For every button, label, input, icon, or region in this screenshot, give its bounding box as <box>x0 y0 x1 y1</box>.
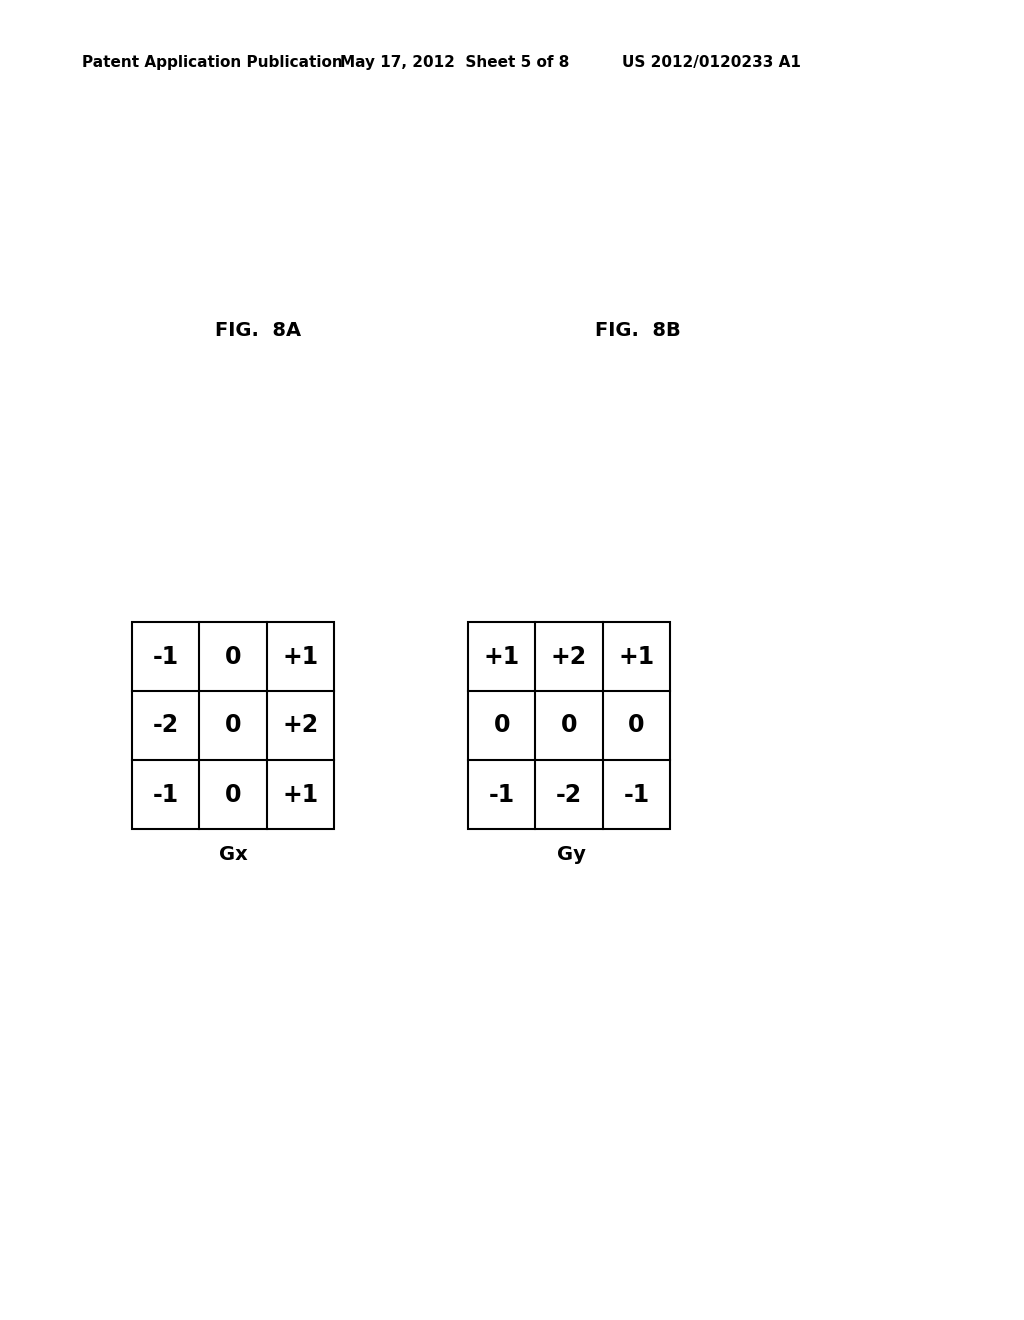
Text: -1: -1 <box>153 783 179 807</box>
Text: +1: +1 <box>618 644 654 668</box>
Text: May 17, 2012  Sheet 5 of 8: May 17, 2012 Sheet 5 of 8 <box>340 55 569 70</box>
Text: +1: +1 <box>283 644 318 668</box>
Text: 0: 0 <box>224 644 242 668</box>
Text: Gy: Gy <box>557 845 586 865</box>
Bar <box>132 622 334 829</box>
Text: -2: -2 <box>153 714 179 738</box>
Text: -1: -1 <box>153 644 179 668</box>
Text: -1: -1 <box>488 783 515 807</box>
Text: 0: 0 <box>561 714 578 738</box>
Text: Patent Application Publication: Patent Application Publication <box>82 55 343 70</box>
Text: -2: -2 <box>556 783 582 807</box>
Bar <box>468 622 670 829</box>
Text: US 2012/0120233 A1: US 2012/0120233 A1 <box>622 55 801 70</box>
Text: +2: +2 <box>283 714 318 738</box>
Text: +2: +2 <box>551 644 587 668</box>
Text: Gx: Gx <box>219 845 248 865</box>
Text: FIG.  8B: FIG. 8B <box>595 321 681 339</box>
Text: +1: +1 <box>483 644 520 668</box>
Text: FIG.  8A: FIG. 8A <box>215 321 301 339</box>
Text: 0: 0 <box>224 714 242 738</box>
Text: -1: -1 <box>624 783 649 807</box>
Text: 0: 0 <box>224 783 242 807</box>
Text: +1: +1 <box>283 783 318 807</box>
Text: 0: 0 <box>628 714 644 738</box>
Text: 0: 0 <box>494 714 510 738</box>
